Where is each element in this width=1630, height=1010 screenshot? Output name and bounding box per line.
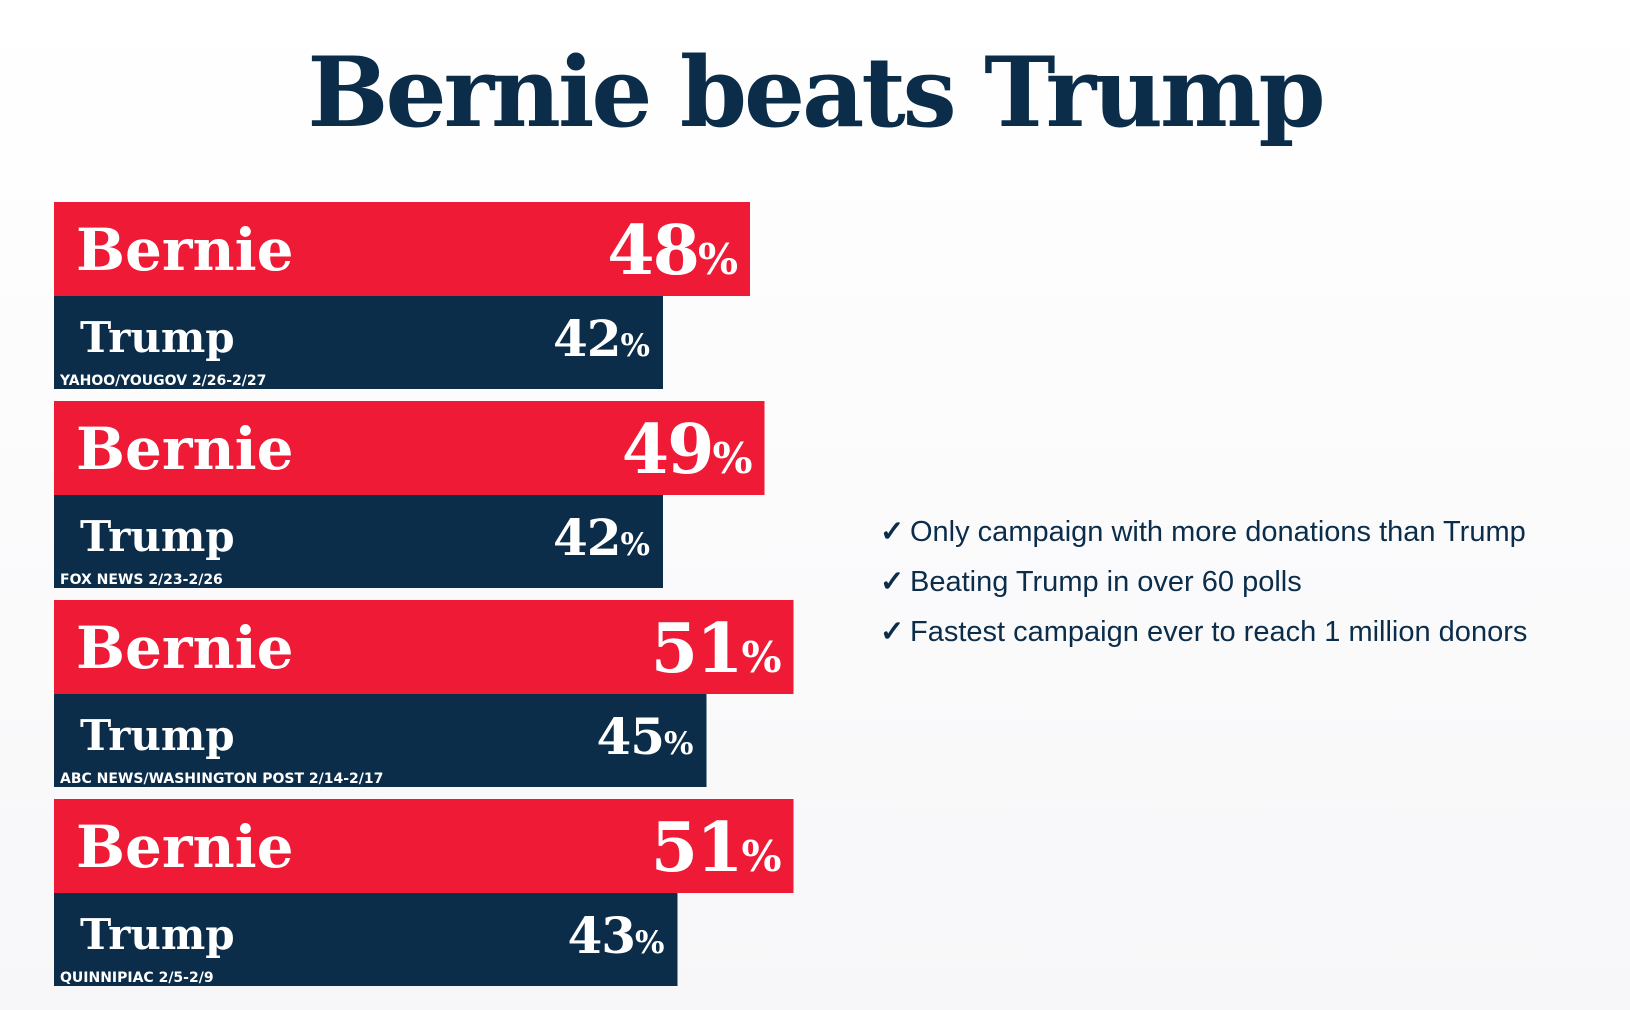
highlight-text: Fastest campaign ever to reach 1 million… (910, 616, 1528, 648)
trump-bar (54, 296, 663, 389)
bernie-value-label: 51% (651, 609, 782, 689)
bernie-bar (54, 600, 794, 694)
bernie-bar (54, 799, 794, 893)
bernie-bar (54, 401, 765, 495)
trump-label: Trump (80, 711, 235, 760)
highlight-text: Beating Trump in over 60 polls (910, 566, 1302, 598)
check-icon: ✓ (880, 566, 905, 598)
bernie-label: Bernie (76, 614, 294, 682)
highlight-text: Only campaign with more donations than T… (910, 516, 1526, 548)
poll-source-label: YAHOO/YOUGOV 2/26-2/27 (59, 373, 266, 389)
trump-value-label: 42% (553, 309, 650, 368)
highlights-list: ✓ Only campaign with more donations than … (880, 512, 1527, 662)
trump-label: Trump (80, 910, 235, 959)
trump-bar (54, 694, 707, 787)
bernie-bar (54, 202, 750, 296)
page-title: Bernie beats Trump (307, 36, 1325, 149)
highlight-item: ✓ Only campaign with more donations than … (880, 512, 1527, 562)
trump-value-label: 45% (596, 707, 693, 766)
bernie-label: Bernie (76, 216, 294, 284)
poll-source-label: QUINNIPIAC 2/5-2/9 (60, 970, 214, 986)
poll-source-label: FOX NEWS 2/23-2/26 (60, 572, 223, 588)
trump-bar (54, 495, 663, 588)
trump-label: Trump (80, 313, 235, 362)
poll-group: Bernie 51%Trump 43%QUINNIPIAC 2/5-2/9 (54, 799, 794, 986)
poll-group: Bernie 51% Trump 45% ABC NEWS/WASHINGTON POS… (54, 600, 794, 787)
check-icon: ✓ (880, 616, 905, 648)
poll-group: Bernie 49%Trump 42%FOX NEWS 2/23-2/26 (54, 401, 765, 588)
highlight-item: ✓ Beating Trump in over 60 polls (880, 562, 1527, 612)
check-icon: ✓ (880, 516, 905, 548)
poll-bar-chart: Bernie 48%Trump 42%YAHOO/YOUGOV 2/26-2/27B… (54, 202, 794, 986)
poll-group: Bernie 48%Trump 42%YAHOO/YOUGOV 2/26-2/27 (54, 202, 750, 389)
bernie-label: Bernie (76, 813, 294, 881)
highlight-item: ✓ Fastest campaign ever to reach 1 millio… (880, 612, 1527, 662)
trump-bar (54, 893, 678, 986)
trump-label: Trump (80, 512, 235, 561)
poll-source-label: ABC NEWS/WASHINGTON POST 2/14-2/17 (60, 771, 383, 787)
trump-value-label: 42% (553, 508, 650, 567)
bernie-label: Bernie (76, 415, 294, 483)
